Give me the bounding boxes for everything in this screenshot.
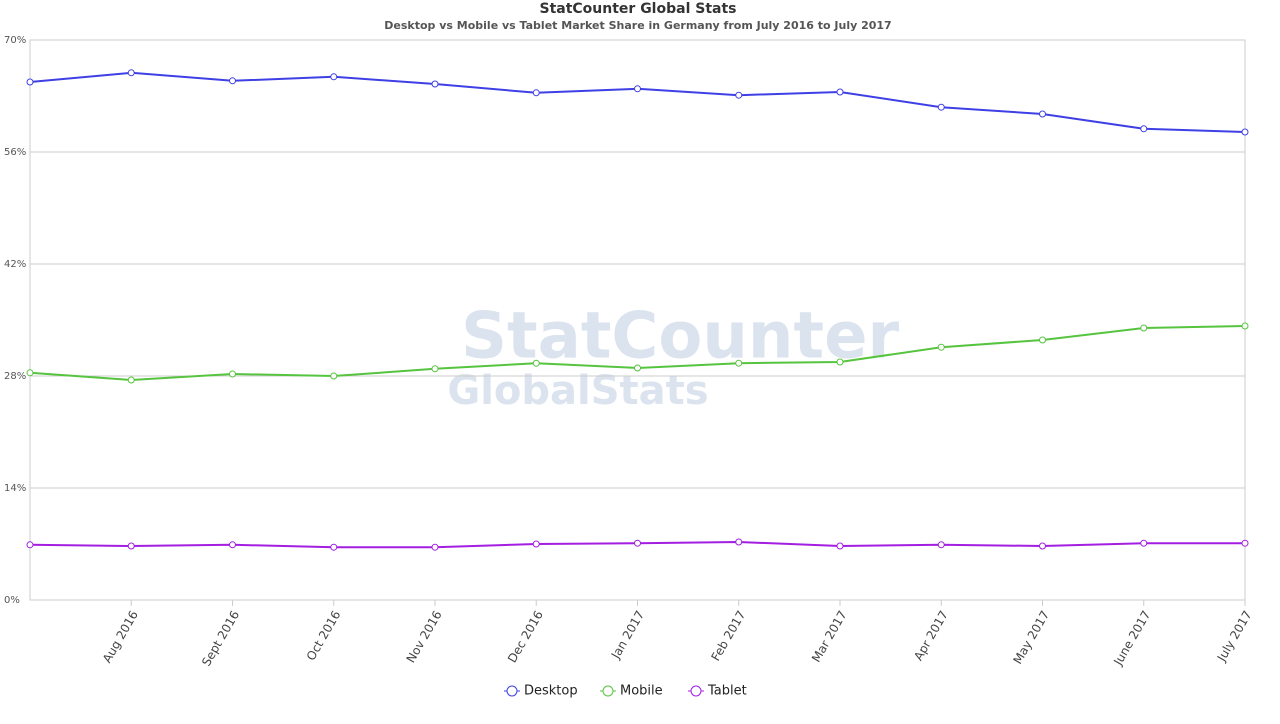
- y-tick-label: 14%: [4, 483, 26, 494]
- x-tick-label: Mar 2017: [809, 608, 850, 664]
- legend-marker: [690, 685, 702, 697]
- x-tick-label: Jan 2017: [608, 608, 647, 662]
- x-tick-label: June 2017: [1111, 608, 1154, 668]
- data-point: [229, 77, 236, 85]
- watermark: GlobalStats: [447, 368, 708, 414]
- x-tick-label: July 2017: [1214, 608, 1255, 664]
- data-point: [431, 80, 439, 88]
- x-tick-label: May 2017: [1010, 608, 1052, 666]
- x-tick-label: Oct 2016: [304, 608, 344, 663]
- data-point: [26, 78, 34, 86]
- data-point: [330, 372, 338, 380]
- data-point: [431, 543, 439, 551]
- x-tick-label: Dec 2016: [505, 608, 546, 665]
- data-point: [735, 91, 743, 99]
- x-tick-label: Sept 2016: [199, 608, 242, 668]
- data-point: [937, 541, 945, 549]
- data-point: [532, 89, 540, 97]
- y-tick-label: 70%: [4, 35, 26, 46]
- legend-label[interactable]: Tablet: [707, 684, 747, 699]
- data-point: [26, 541, 34, 549]
- chart-subtitle: Desktop vs Mobile vs Tablet Market Share…: [384, 19, 891, 32]
- data-point: [735, 359, 743, 367]
- data-point: [229, 370, 236, 378]
- data-point: [1140, 539, 1148, 547]
- data-point: [330, 543, 338, 551]
- data-point: [1241, 128, 1249, 136]
- data-point: [127, 376, 135, 384]
- data-point: [1140, 324, 1148, 332]
- y-tick-label: 28%: [4, 371, 26, 382]
- data-point: [1039, 110, 1046, 118]
- data-point: [1039, 542, 1046, 550]
- data-point: [634, 539, 641, 547]
- legend-marker: [506, 685, 518, 697]
- data-point: [1241, 322, 1249, 330]
- data-point: [836, 88, 844, 96]
- x-tick-label: Feb 2017: [708, 608, 748, 663]
- data-point: [431, 365, 439, 373]
- chart-title: StatCounter Global Stats: [539, 1, 736, 17]
- x-tick-label: Aug 2016: [100, 608, 141, 665]
- data-point: [330, 73, 338, 81]
- series-line: [29, 71, 1246, 133]
- data-point: [26, 369, 34, 377]
- data-point: [229, 541, 236, 549]
- data-point: [836, 358, 844, 366]
- data-point: [836, 542, 844, 550]
- x-tick-label: Nov 2016: [404, 608, 445, 665]
- y-tick-label: 42%: [4, 259, 26, 270]
- data-point: [127, 542, 135, 550]
- y-tick-label: 0%: [4, 595, 20, 606]
- data-point: [1039, 336, 1046, 344]
- data-point: [532, 540, 540, 548]
- data-point: [1241, 539, 1249, 547]
- data-point: [634, 85, 641, 93]
- data-point: [937, 343, 945, 351]
- x-tick-label: Apr 2017: [911, 608, 951, 663]
- data-point: [634, 364, 641, 372]
- data-point: [937, 103, 945, 111]
- data-point: [1140, 125, 1148, 133]
- legend-marker: [602, 685, 614, 697]
- data-point: [127, 69, 135, 77]
- legend-label[interactable]: Desktop: [524, 684, 578, 699]
- data-point: [532, 359, 540, 367]
- legend-label[interactable]: Mobile: [620, 684, 663, 699]
- data-point: [735, 538, 743, 546]
- y-tick-label: 56%: [4, 147, 26, 158]
